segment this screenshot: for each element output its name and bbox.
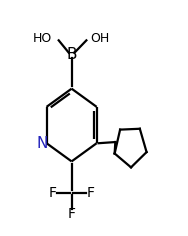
- Text: OH: OH: [90, 32, 109, 45]
- Text: F: F: [68, 207, 76, 221]
- Text: F: F: [49, 186, 57, 200]
- Text: F: F: [86, 186, 94, 200]
- Text: N: N: [37, 136, 48, 151]
- Text: HO: HO: [33, 32, 52, 45]
- Text: B: B: [66, 47, 77, 62]
